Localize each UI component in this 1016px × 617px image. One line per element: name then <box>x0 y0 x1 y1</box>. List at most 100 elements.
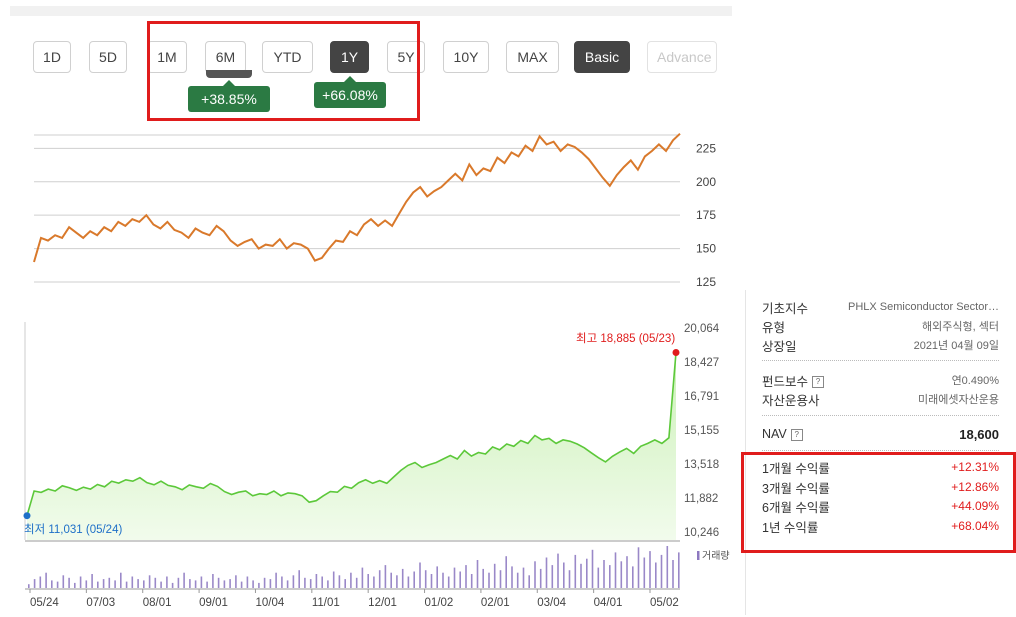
volume-bar <box>568 570 571 588</box>
range-button-10y[interactable]: 10Y <box>443 41 489 73</box>
volume-bar <box>620 561 623 588</box>
basic-mode-button[interactable]: Basic <box>574 41 630 73</box>
volume-bar <box>125 581 128 588</box>
x-tick-label: 04/01 <box>594 597 623 609</box>
volume-bar <box>637 547 640 588</box>
six-month-return-badge: +38.85% <box>188 80 270 112</box>
volume-bar <box>373 576 375 588</box>
volume-bar <box>45 572 47 588</box>
upper-chart: 225 200 175 150 125 <box>33 132 716 289</box>
volume-bar <box>160 581 162 588</box>
x-tick-label: 10/04 <box>255 597 284 609</box>
volume-bar <box>614 552 617 588</box>
advanced-mode-button[interactable]: Advance <box>647 41 717 73</box>
fee-help-icon[interactable]: ? <box>812 376 825 389</box>
manager-value: 미래에셋자산운용 <box>918 394 999 406</box>
x-tick-label: 12/01 <box>368 597 397 609</box>
volume-bar <box>419 562 421 588</box>
highlight-box-range <box>147 21 420 121</box>
range-button-1y[interactable]: 1Y <box>330 41 369 73</box>
y-tick-label: 20,064 <box>684 323 720 335</box>
range-button-5d[interactable]: 5D <box>89 41 127 73</box>
volume-bar <box>200 576 203 588</box>
volume-bar <box>626 556 628 588</box>
volume-bar <box>563 562 565 588</box>
x-tick-label: 05/02 <box>650 597 679 609</box>
nav-help-icon[interactable]: ? <box>790 428 803 441</box>
volume-bar <box>453 567 456 588</box>
volume-bar <box>574 554 577 588</box>
volume-bar <box>442 572 444 588</box>
fee-value: 연0.490% <box>951 375 999 387</box>
y-tick-label: 125 <box>696 275 716 289</box>
volume-bar <box>275 572 277 588</box>
volume-bar <box>321 576 323 588</box>
volume-bar <box>545 557 548 588</box>
volume-bar <box>143 580 145 588</box>
volume-bar <box>183 572 185 588</box>
volume-bar <box>528 575 530 588</box>
volume-bar <box>384 565 387 588</box>
x-tick-label: 05/24 <box>30 597 59 609</box>
volume-bar <box>643 557 646 588</box>
fund-info-panel: 기초지수 PHLX Semiconductor Sector… 유형 해외주식형, … <box>745 290 1007 615</box>
volume-bar <box>338 575 341 588</box>
listing-date-value: 2021년 04월 09일 <box>913 340 999 352</box>
volume-bar <box>672 560 674 588</box>
index-value: PHLX Semiconductor Sector… <box>847 301 999 313</box>
volume-bar <box>396 575 398 588</box>
volume-bar <box>470 574 473 588</box>
y-tick-label: 10,246 <box>684 527 719 539</box>
range-button-1d[interactable]: 1D <box>33 41 71 73</box>
volume-bar <box>511 566 513 588</box>
charts-area: 225 200 175 150 125 20,064 18,427 16,791 15,155… <box>23 132 730 609</box>
six-month-hover-indicator <box>206 70 252 78</box>
highlight-box-returns <box>741 452 1016 553</box>
high-marker <box>672 348 680 356</box>
volume-bar <box>189 579 191 588</box>
volume-bar <box>378 570 381 588</box>
volume-bar <box>361 567 364 588</box>
volume-bar <box>534 561 536 588</box>
volume-bar <box>344 579 346 588</box>
volume-bar <box>292 575 295 588</box>
volume-bar <box>597 567 600 588</box>
range-button-max[interactable]: MAX <box>506 41 559 73</box>
index-label: 기초지수 <box>762 301 809 316</box>
y-tick-label: 225 <box>696 141 716 155</box>
volume-bar <box>68 577 70 588</box>
volume-bar <box>33 579 36 588</box>
volume-bar <box>355 577 358 588</box>
volume-bar <box>281 576 283 588</box>
volume-legend-swatch <box>697 551 700 560</box>
volume-bar <box>447 576 450 588</box>
volume-bar <box>28 584 30 588</box>
volume-bar <box>424 570 427 588</box>
nav-area-fill <box>27 352 676 540</box>
volume-bar <box>194 580 197 588</box>
volume-bar <box>304 577 306 588</box>
volume-bar <box>315 574 318 588</box>
volume-bar <box>327 580 329 588</box>
volume-bar <box>85 580 88 588</box>
y-tick-label: 15,155 <box>684 425 719 437</box>
volume-chart: 거래량 <box>25 540 730 590</box>
volume-bar <box>609 565 611 588</box>
volume-bar <box>407 576 410 588</box>
volume-bar <box>632 566 634 588</box>
nav-line <box>26 352 677 516</box>
volume-bar <box>286 580 289 588</box>
volume-bar <box>505 556 507 588</box>
x-tick-label: 03/04 <box>537 597 566 609</box>
volume-bar <box>263 577 266 588</box>
y-tick-label: 16,791 <box>684 391 719 403</box>
range-button-6m[interactable]: 6M <box>205 41 246 73</box>
volume-bar <box>539 568 542 588</box>
x-tick-label: 09/01 <box>199 597 228 609</box>
volume-bar <box>413 571 415 588</box>
range-button-ytd[interactable]: YTD <box>262 41 313 73</box>
manager-label: 자산운용사 <box>762 393 820 408</box>
low-marker <box>23 512 31 520</box>
volume-bar <box>62 575 65 588</box>
volume-bar <box>401 568 404 588</box>
